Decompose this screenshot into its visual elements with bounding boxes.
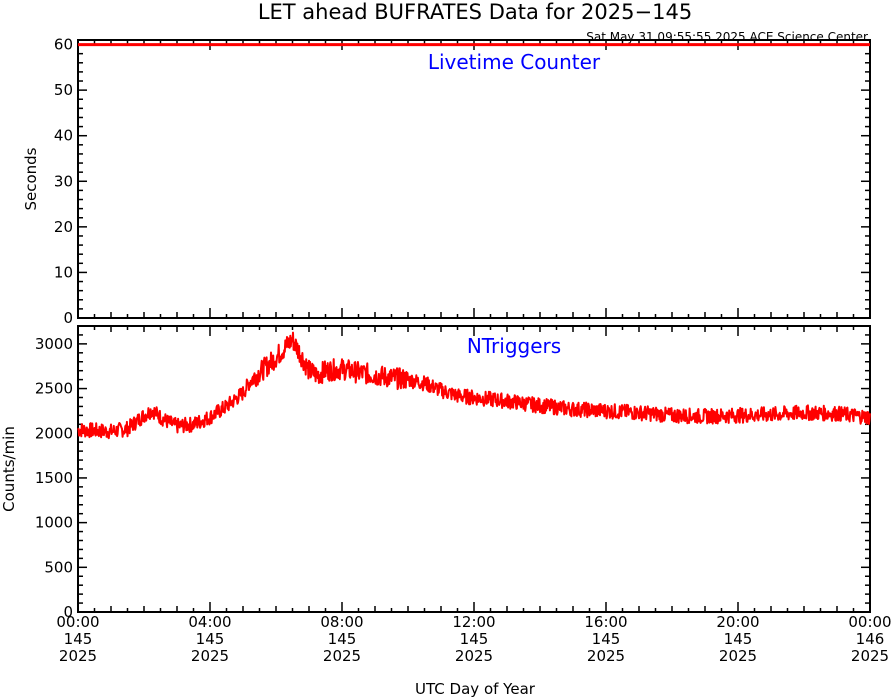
ntriggers-y-tick-label: 2000	[35, 424, 73, 442]
x-tick-label-year: 2025	[191, 647, 229, 665]
livetime-panel-label: Livetime Counter	[428, 50, 601, 74]
livetime-y-tick-label: 0	[63, 309, 73, 327]
ntriggers-y-tick-label: 3000	[35, 335, 73, 353]
x-tick-label-time: 04:00	[188, 613, 231, 631]
ntriggers-frame	[77, 325, 871, 613]
x-tick-label-time: 00:00	[848, 613, 891, 631]
x-axis: 00:00145202504:00145202508:00145202512:0…	[56, 613, 891, 665]
x-tick-label-year: 2025	[323, 647, 361, 665]
x-tick-label-day: 145	[64, 630, 93, 648]
livetime-y-tick-label: 20	[54, 218, 73, 236]
x-tick-label-year: 2025	[851, 647, 889, 665]
livetime-y-tick-label: 10	[54, 263, 73, 281]
ntriggers-panel: 0 500 1000 1500 2000 2500 3000 Counts/min NTrigg…	[0, 325, 871, 621]
livetime-frame	[77, 39, 871, 319]
x-tick-label-time: 00:00	[56, 613, 99, 631]
ntriggers-panel-label: NTriggers	[467, 334, 561, 358]
x-tick-label-day: 146	[856, 630, 885, 648]
x-tick-label-day: 145	[592, 630, 621, 648]
livetime-y-tick-label: 50	[54, 81, 73, 99]
x-tick-label-year: 2025	[719, 647, 757, 665]
ntriggers-y-tick-label: 1000	[35, 514, 73, 532]
x-tick-label-day: 145	[196, 630, 225, 648]
x-axis-label: UTC Day of Year	[415, 680, 536, 698]
x-tick-label-day: 145	[460, 630, 489, 648]
ntriggers-y-tick-label: 0	[63, 603, 73, 621]
livetime-y-tick-label: 60	[54, 36, 73, 54]
ntriggers-y-tick-label: 1500	[35, 469, 73, 487]
x-tick-label-time: 08:00	[320, 613, 363, 631]
x-tick-label-time: 20:00	[716, 613, 759, 631]
x-tick-label-time: 16:00	[584, 613, 627, 631]
ntriggers-y-tick-label: 2500	[35, 380, 73, 398]
x-tick-label-day: 145	[328, 630, 357, 648]
x-tick-label-year: 2025	[59, 647, 97, 665]
timestamp-label: Sat May 31 09:55:55 2025 ACE Science Cen…	[586, 30, 868, 44]
x-tick-label-time: 12:00	[452, 613, 495, 631]
livetime-panel: 0 10 20 30 40 50 60 Seconds Livetime Counter	[22, 36, 871, 327]
chart-title: LET ahead BUFRATES Data for 2025−145	[258, 0, 692, 24]
livetime-y-tick-label: 40	[54, 127, 73, 145]
ntriggers-y-axis-label: Counts/min	[0, 426, 18, 512]
livetime-y-axis-label: Seconds	[22, 147, 40, 210]
ntriggers-y-tick-label: 500	[44, 558, 73, 576]
x-tick-label-day: 145	[724, 630, 753, 648]
x-tick-label-year: 2025	[455, 647, 493, 665]
livetime-y-tick-label: 30	[54, 172, 73, 190]
ntriggers-series-line	[77, 331, 871, 440]
x-tick-label-year: 2025	[587, 647, 625, 665]
